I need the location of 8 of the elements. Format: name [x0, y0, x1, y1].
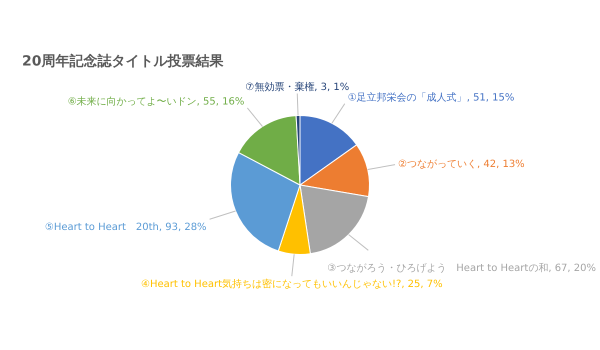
slice-label: ③つながろう・ひろげよう Heart to Heartの和, 67, 20%: [327, 262, 596, 274]
slice-label: ②つながっていく, 42, 13%: [398, 159, 525, 170]
slice-label: ⑤Heart to Heart 20th, 93, 28%: [44, 222, 207, 233]
slice-label: ⑥未来に向かってよ〜いドン, 55, 16%: [68, 96, 244, 108]
chart-title: 20周年記念誌タイトル投票結果: [22, 52, 224, 70]
slice-label: ⑦無効票・棄権, 3, 1%: [245, 81, 350, 94]
slice-label: ④Heart to Heart気持ちは密になってもいいんじゃない!?, 25, 7%: [140, 278, 443, 290]
slice-label: ①足立邦栄会の「成人式」, 51, 15%: [348, 91, 514, 104]
